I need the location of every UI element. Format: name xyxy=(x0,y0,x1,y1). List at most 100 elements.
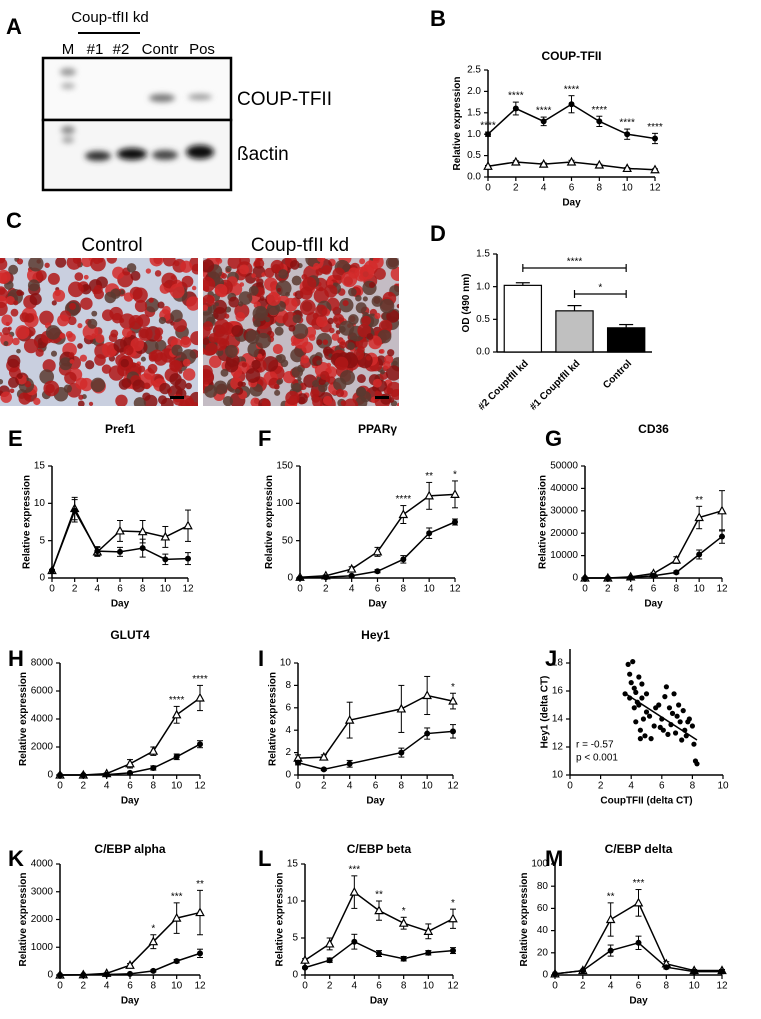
blot-row-label: COUP-TFII xyxy=(237,89,332,110)
marker xyxy=(622,163,632,173)
cell xyxy=(45,325,61,340)
cell xyxy=(140,356,146,362)
marker xyxy=(396,703,407,713)
cell xyxy=(276,379,282,385)
cell xyxy=(123,345,134,356)
x-tick-label: 4 xyxy=(352,981,358,992)
x-tick-label: 10 xyxy=(622,183,634,194)
x-tick-label: 10 xyxy=(171,981,183,992)
cell xyxy=(79,354,87,362)
y-tick-label: 14 xyxy=(552,714,564,725)
y-axis-label: Relative expression xyxy=(274,873,285,967)
point xyxy=(669,710,676,717)
x-tick-label: #1 CouptfII kd xyxy=(528,358,583,413)
y-tick-label: 0 xyxy=(542,970,548,981)
marker xyxy=(512,105,519,112)
cell xyxy=(203,259,215,273)
cell xyxy=(224,358,239,373)
fit-line xyxy=(623,691,698,741)
marker xyxy=(346,563,357,573)
panel-label: A xyxy=(6,14,22,39)
cell xyxy=(190,331,198,346)
blot-row-label: ßactin xyxy=(237,144,289,165)
marker xyxy=(127,769,133,776)
cell xyxy=(327,317,334,325)
cell xyxy=(396,402,399,406)
y-tick-label: 6000 xyxy=(31,686,54,697)
cell xyxy=(291,382,302,393)
cell xyxy=(301,341,314,354)
y-tick-label: 1.5 xyxy=(476,249,490,260)
point xyxy=(633,689,639,696)
cell xyxy=(371,295,383,307)
x-tick-label: 12 xyxy=(449,584,461,595)
cell xyxy=(292,314,302,324)
point xyxy=(625,661,631,668)
cell xyxy=(180,336,192,348)
cell xyxy=(214,302,219,307)
cell xyxy=(75,377,88,390)
cell xyxy=(209,355,222,369)
cell xyxy=(347,342,355,350)
cell xyxy=(235,311,246,322)
cell xyxy=(66,258,82,270)
cell xyxy=(315,304,328,317)
cell xyxy=(261,399,271,406)
cell xyxy=(385,365,399,381)
point xyxy=(674,713,680,719)
y-tick-label: 1.5 xyxy=(467,107,481,118)
cell xyxy=(133,397,146,406)
x-tick-label: 8 xyxy=(664,981,670,992)
y-tick-label: 10000 xyxy=(550,550,578,561)
point xyxy=(685,719,691,725)
point xyxy=(630,659,636,665)
x-tick-label: 4 xyxy=(347,781,353,792)
marker xyxy=(663,964,670,971)
y-tick-label: 10 xyxy=(34,498,46,509)
marker xyxy=(346,760,353,767)
cell xyxy=(33,397,41,406)
cell xyxy=(332,313,345,325)
cell xyxy=(262,356,279,372)
chart-title: Pref1 xyxy=(105,422,135,436)
y-tick-label: 40000 xyxy=(550,483,578,494)
x-tick-label: 6 xyxy=(376,981,382,992)
cell xyxy=(162,258,176,267)
cell xyxy=(368,281,376,289)
cell xyxy=(154,339,167,352)
cell xyxy=(289,260,300,270)
x-tick-label: 0 xyxy=(297,584,303,595)
cell xyxy=(203,368,214,385)
y-tick-label: 20000 xyxy=(550,528,578,539)
cell xyxy=(272,343,283,355)
cell xyxy=(316,315,328,328)
marker xyxy=(115,525,125,535)
chart-title: CD36 xyxy=(638,422,669,436)
cell xyxy=(238,301,244,307)
cell xyxy=(220,321,234,335)
marker xyxy=(324,938,335,948)
cell xyxy=(266,302,280,316)
x-tick-label: 12 xyxy=(716,584,728,595)
marker xyxy=(322,574,329,581)
cell xyxy=(257,353,263,359)
marker xyxy=(127,970,133,977)
cell xyxy=(308,334,316,341)
cell xyxy=(291,275,302,286)
marker xyxy=(538,158,549,168)
marker xyxy=(398,917,409,927)
cell xyxy=(91,310,98,317)
point xyxy=(648,736,654,742)
cell xyxy=(17,373,23,379)
cell xyxy=(2,327,11,336)
cell xyxy=(396,304,399,309)
marker xyxy=(326,957,333,964)
y-tick-label: 10 xyxy=(280,658,292,669)
cell xyxy=(108,333,118,342)
x-tick-label: 0 xyxy=(57,981,63,992)
marker xyxy=(372,546,383,556)
significance: ** xyxy=(607,891,615,902)
marker xyxy=(57,972,63,978)
significance: ** xyxy=(375,890,383,901)
